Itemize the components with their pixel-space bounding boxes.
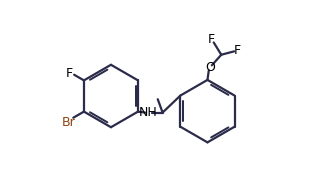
Text: F: F [208,33,215,46]
Text: F: F [234,44,241,57]
Text: NH: NH [139,106,158,119]
Text: F: F [66,67,73,80]
Text: Br: Br [62,116,76,129]
Text: O: O [205,61,215,74]
